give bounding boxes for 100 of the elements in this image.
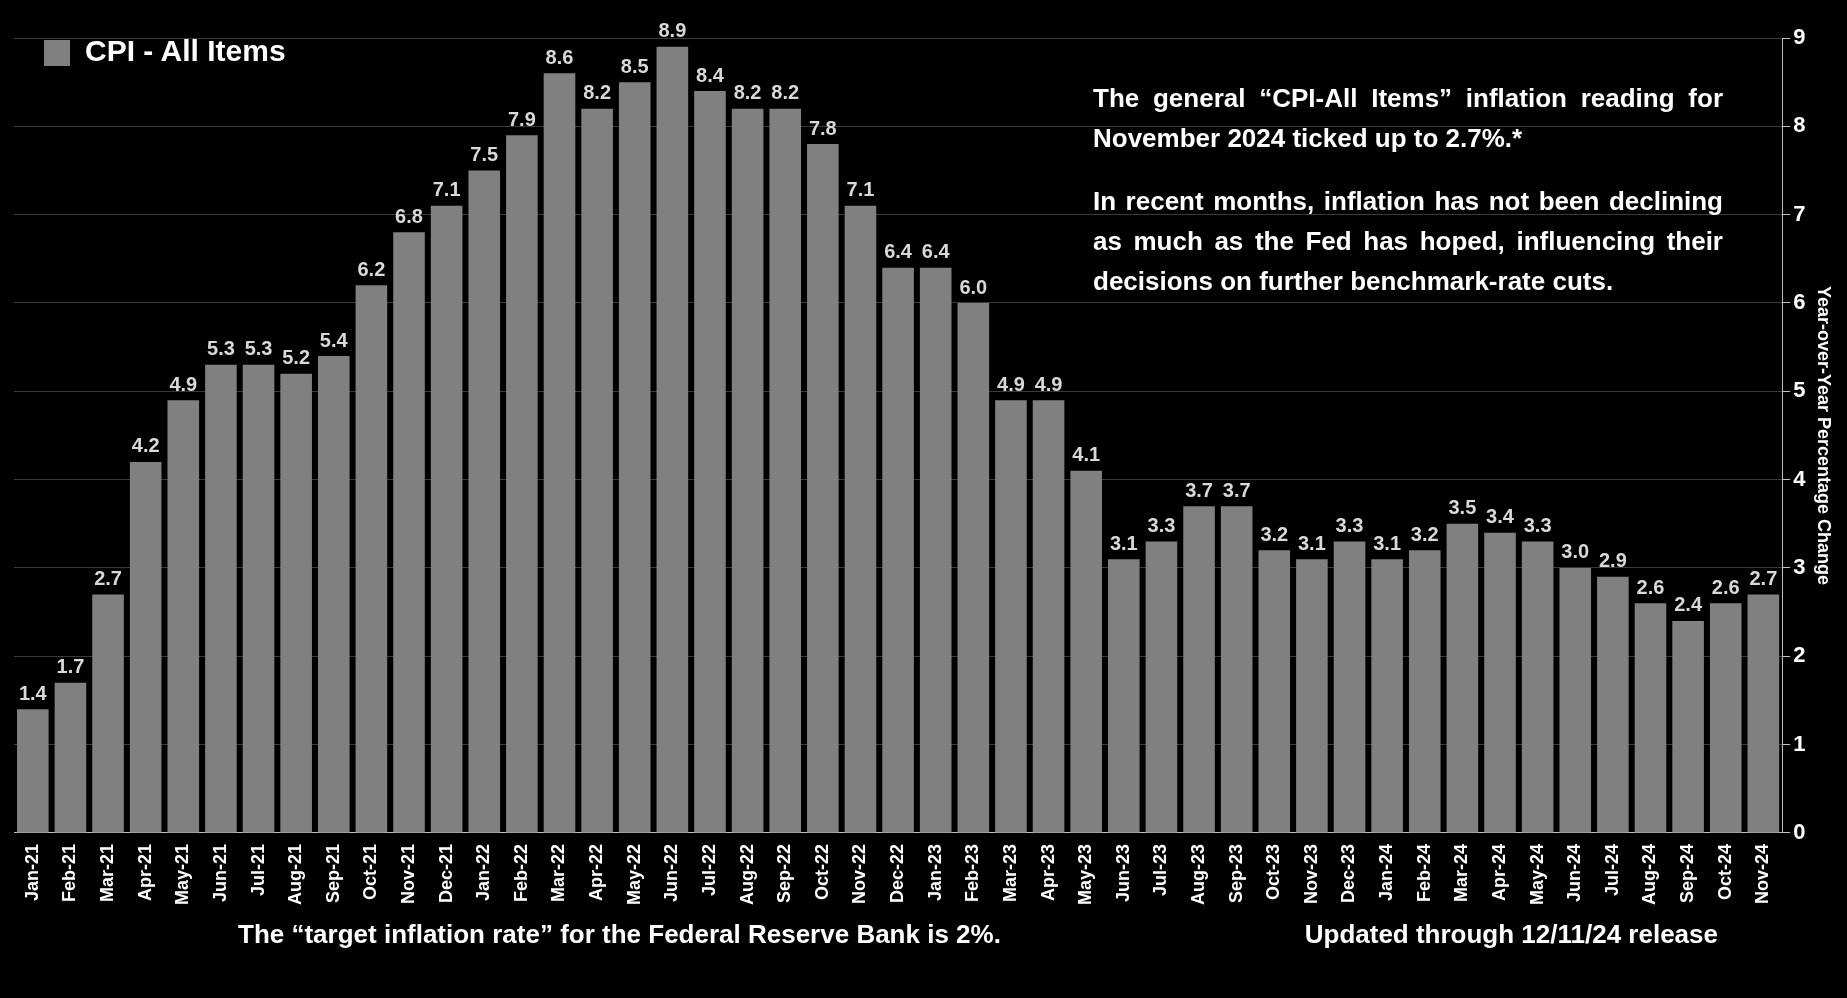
data-label: 2.7 bbox=[94, 566, 122, 589]
bar bbox=[1108, 559, 1140, 833]
data-label: 2.7 bbox=[1749, 566, 1778, 589]
bar bbox=[1258, 550, 1291, 833]
y-tick-label: 8 bbox=[1793, 112, 1806, 138]
bar bbox=[205, 364, 237, 833]
annotation: The general “CPI-All Items” inflation reading for November 2024 ticked up to 2.7%.* bbox=[1093, 82, 1723, 156]
bar bbox=[1634, 603, 1667, 833]
x-tick-label: Feb-23 bbox=[962, 843, 983, 902]
x-tick-label: Jan-21 bbox=[21, 843, 42, 902]
x-tick-label: Sep-23 bbox=[1225, 843, 1246, 903]
data-label: 8.5 bbox=[620, 54, 649, 77]
data-label: 3.2 bbox=[1260, 522, 1289, 545]
bar bbox=[1446, 523, 1479, 833]
x-tick-label: Sep-24 bbox=[1677, 843, 1698, 903]
x-tick-label: Oct-24 bbox=[1714, 843, 1735, 900]
bar bbox=[543, 73, 576, 833]
data-label: 5.3 bbox=[207, 337, 235, 360]
data-label: 3.7 bbox=[1222, 478, 1251, 501]
text: The “target inflation rate” for the Federal Reserve Bank is 2%. bbox=[238, 918, 1001, 951]
data-label: 4.9 bbox=[997, 372, 1025, 395]
data-label: 7.5 bbox=[470, 143, 499, 166]
data-label: 7.1 bbox=[846, 178, 875, 201]
data-label: 6.4 bbox=[884, 240, 913, 263]
y-tick-label: 6 bbox=[1793, 289, 1806, 315]
data-label: 6.8 bbox=[395, 204, 423, 227]
data-label: 3.5 bbox=[1448, 496, 1477, 519]
x-tick-label: Aug-21 bbox=[285, 843, 306, 905]
bar bbox=[807, 144, 839, 833]
x-tick-label: Jun-24 bbox=[1564, 843, 1585, 902]
data-label: 3.0 bbox=[1561, 540, 1590, 563]
data-label: 2.6 bbox=[1636, 575, 1665, 598]
bar bbox=[919, 267, 952, 833]
bar bbox=[355, 285, 388, 833]
x-tick-label: Jan-22 bbox=[473, 843, 494, 902]
data-label: 6.4 bbox=[921, 240, 951, 263]
x-tick-label: Jan-23 bbox=[924, 843, 945, 902]
x-tick-label: Aug-22 bbox=[736, 843, 757, 905]
bar bbox=[731, 108, 764, 833]
bar bbox=[995, 400, 1027, 833]
data-label: 5.2 bbox=[282, 346, 311, 369]
bar bbox=[1032, 400, 1065, 833]
data-label: 8.2 bbox=[583, 81, 612, 104]
x-tick-label: Oct-23 bbox=[1263, 843, 1284, 900]
bar bbox=[1220, 506, 1253, 833]
bar bbox=[581, 108, 613, 833]
data-label: 2.6 bbox=[1711, 575, 1740, 598]
data-label: 8.2 bbox=[771, 81, 800, 104]
data-label: 8.2 bbox=[733, 81, 762, 104]
data-label: 3.1 bbox=[1109, 531, 1138, 554]
data-label: 6.0 bbox=[959, 275, 988, 298]
bar bbox=[280, 373, 312, 833]
y-tick-label: 0 bbox=[1793, 819, 1806, 845]
x-tick-label: Aug-23 bbox=[1188, 843, 1209, 905]
data-label: 7.8 bbox=[808, 116, 837, 139]
y-axis-title: Year-over-Year Percentage Change bbox=[1814, 285, 1835, 586]
bar bbox=[1183, 506, 1215, 833]
x-tick-label: Nov-24 bbox=[1752, 843, 1773, 904]
x-tick-label: May-23 bbox=[1075, 843, 1096, 905]
bar bbox=[694, 91, 726, 833]
bar bbox=[1559, 567, 1592, 833]
x-tick-label: Jun-22 bbox=[661, 843, 682, 902]
data-label: 1.4 bbox=[18, 681, 48, 704]
bar bbox=[882, 267, 914, 833]
data-label: 3.1 bbox=[1298, 531, 1326, 554]
data-label: 3.3 bbox=[1335, 514, 1364, 536]
data-label: 8.4 bbox=[696, 63, 725, 86]
x-tick-label: Mar-22 bbox=[548, 843, 569, 902]
data-label: 8.9 bbox=[658, 19, 687, 42]
text: Updated through 12/11/24 release bbox=[1304, 918, 1718, 951]
y-tick-label: 5 bbox=[1793, 377, 1806, 403]
data-label: 4.1 bbox=[1072, 443, 1101, 466]
data-label: 3.1 bbox=[1373, 531, 1402, 554]
bar bbox=[430, 205, 463, 833]
x-tick-label: May-21 bbox=[172, 843, 193, 905]
data-label: 6.2 bbox=[357, 257, 386, 280]
bar bbox=[92, 594, 124, 833]
bar bbox=[1747, 594, 1780, 833]
bar bbox=[167, 400, 200, 833]
data-label: 3.3 bbox=[1523, 514, 1552, 536]
bar bbox=[1521, 541, 1554, 833]
bar bbox=[468, 170, 501, 833]
bar bbox=[242, 364, 275, 833]
x-tick-label: Jul-21 bbox=[247, 843, 268, 896]
data-label: 1.7 bbox=[56, 655, 85, 678]
x-tick-label: Jun-21 bbox=[209, 843, 230, 902]
data-label: 7.1 bbox=[432, 178, 461, 201]
data-label: 8.6 bbox=[545, 45, 574, 68]
x-tick-label: Jun-23 bbox=[1112, 843, 1133, 902]
data-label: 5.3 bbox=[244, 337, 273, 360]
x-tick-label: Mar-24 bbox=[1451, 843, 1472, 902]
bar bbox=[1672, 620, 1704, 833]
data-label: 3.4 bbox=[1486, 505, 1515, 528]
bar bbox=[656, 46, 689, 833]
x-tick-label: Jul-23 bbox=[1150, 843, 1171, 896]
x-tick-label: Nov-21 bbox=[397, 843, 418, 904]
x-tick-label: Dec-23 bbox=[1338, 843, 1359, 904]
x-tick-label: Sep-21 bbox=[322, 843, 343, 903]
x-tick-label: Oct-21 bbox=[360, 843, 381, 900]
x-tick-label: Nov-22 bbox=[849, 843, 870, 904]
